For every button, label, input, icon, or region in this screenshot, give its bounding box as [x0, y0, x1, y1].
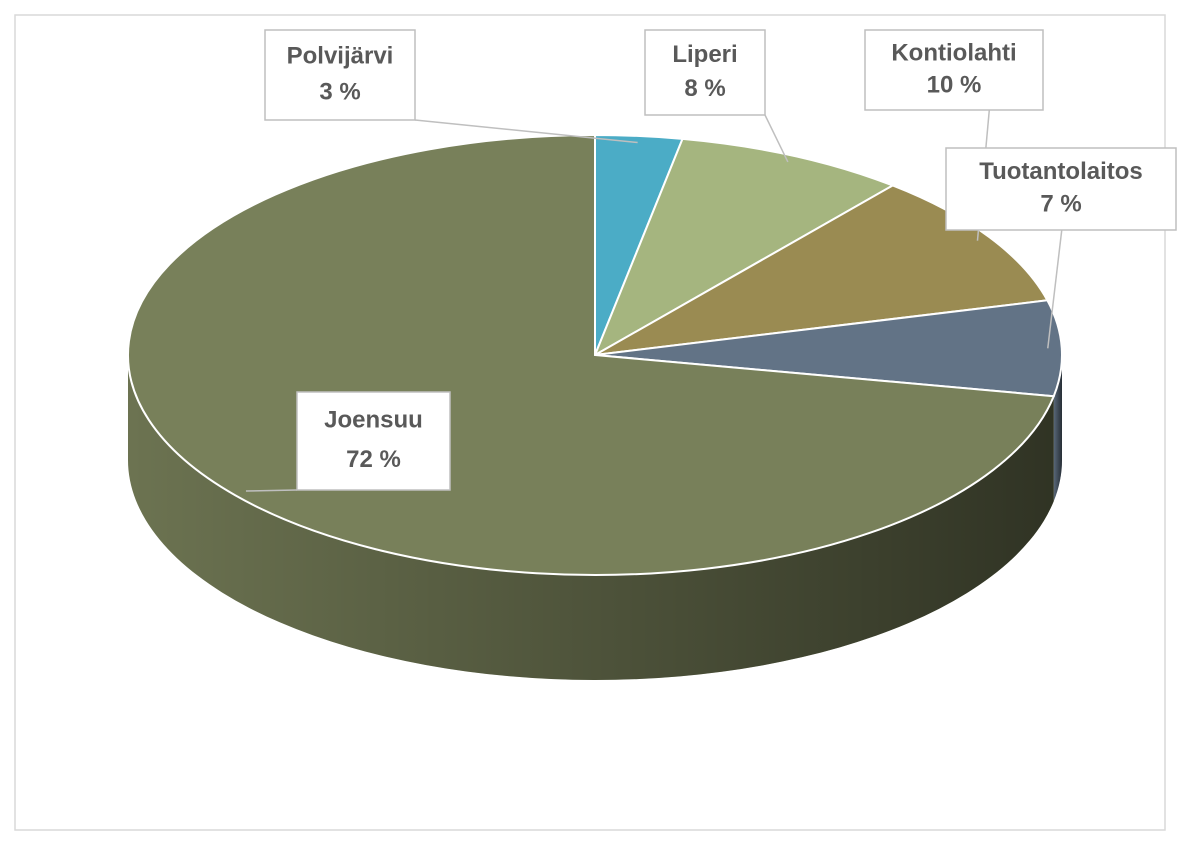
value-label: 8 %	[684, 75, 725, 102]
leader-line	[245, 489, 298, 492]
pie-side-shade	[128, 355, 1054, 680]
value-label: 7 %	[1040, 191, 1081, 218]
value-label: 10 %	[927, 71, 982, 98]
label-box	[296, 391, 451, 491]
label-box	[264, 29, 416, 121]
category-label: Kontiolahti	[891, 39, 1016, 66]
label-box	[864, 29, 1044, 111]
category-label: Liperi	[672, 41, 737, 68]
category-label: Tuotantolaitos	[979, 158, 1143, 185]
leader-line	[414, 119, 638, 144]
value-label: 72 %	[346, 446, 401, 473]
category-label: Polvijärvi	[287, 42, 394, 69]
labels: Polvijärvi 3 % Liperi 8 % Kontiolahti 10 % Tuo…	[245, 29, 1177, 492]
label-box	[945, 147, 1177, 231]
category-label: Joensuu	[324, 407, 423, 434]
leader-line	[764, 114, 789, 163]
label-box	[644, 29, 766, 116]
pie-slice	[594, 184, 1049, 356]
pie-tops	[127, 133, 1063, 576]
pie-slice	[594, 299, 1063, 398]
leader-line	[1047, 229, 1063, 349]
value-label: 3 %	[319, 78, 360, 105]
pie-slice	[592, 137, 895, 358]
